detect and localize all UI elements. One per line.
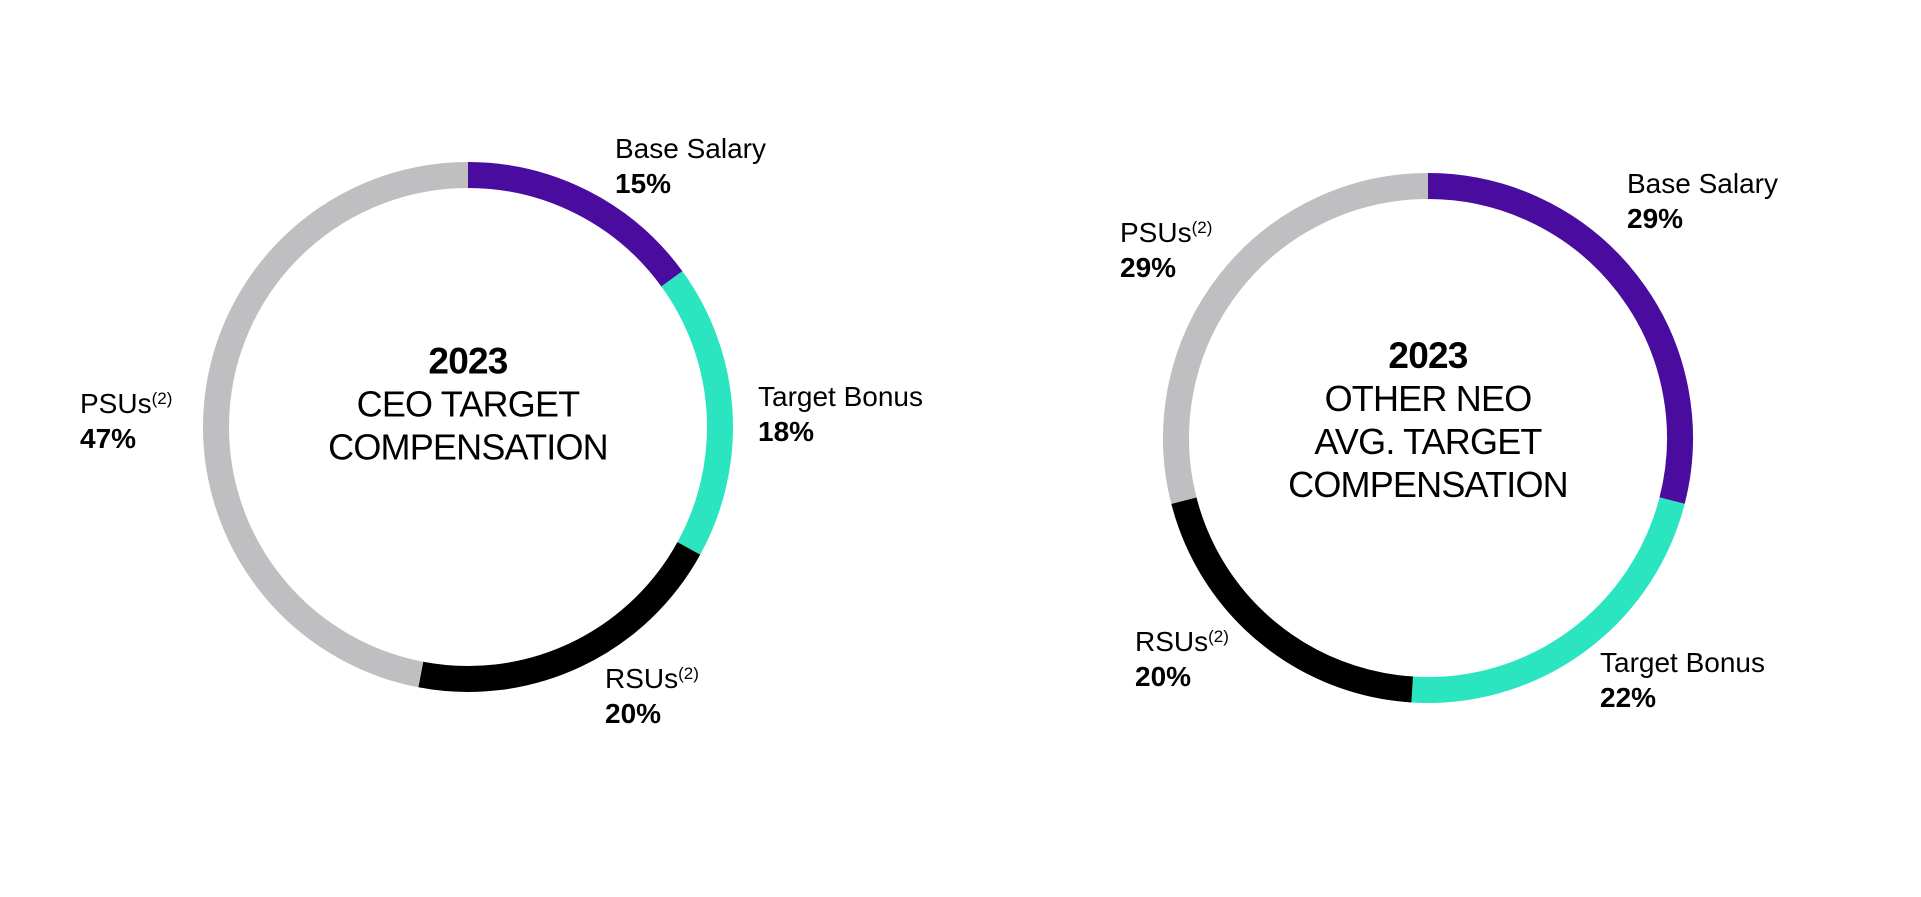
ceo-chart-center-title: 2023 CEO TARGET COMPENSATION [328, 340, 609, 469]
ceo-label-rsus: RSUs(2) 20% [605, 661, 699, 731]
slice-label-name: Base Salary [615, 133, 766, 164]
ceo-label-target-bonus: Target Bonus 18% [758, 379, 923, 449]
donut-segment-psus [1163, 173, 1429, 504]
other-neo-label-target-bonus: Target Bonus 22% [1600, 645, 1765, 715]
donut-segment-rsus [1171, 497, 1414, 703]
slice-label-percent: 15% [615, 168, 672, 199]
ceo-chart-title-line: CEO TARGET [356, 383, 581, 425]
donut-segment-base-salary [1427, 173, 1693, 504]
slice-label-percent: 20% [1135, 661, 1192, 692]
other-neo-chart-title-line: OTHER NEO [1324, 378, 1533, 419]
slice-label-name: RSUs(2) [605, 663, 699, 694]
slice-label-percent: 22% [1600, 682, 1657, 713]
slice-label-percent: 29% [1627, 203, 1684, 234]
ceo-label-base-salary: Base Salary 15% [615, 131, 766, 201]
donut-segment-target-bonus [661, 271, 733, 555]
footnote-marker: (2) [151, 388, 173, 408]
ceo-donut-ring [203, 162, 733, 692]
slice-label-name: PSUs(2) [80, 388, 173, 419]
slice-label-percent: 20% [605, 698, 662, 729]
ceo-chart-year: 2023 [428, 340, 508, 382]
slice-label-percent: 29% [1120, 252, 1177, 283]
donut-segment-psus [203, 162, 469, 688]
donut-segment-base-salary [467, 162, 683, 287]
slice-label-name: Target Bonus [1600, 647, 1765, 678]
slice-label-name: PSUs(2) [1120, 217, 1213, 248]
other-neo-donut-ring [1163, 173, 1693, 703]
other-neo-chart-year: 2023 [1388, 335, 1468, 376]
donut-segment-rsus [418, 542, 701, 692]
other-neo-label-psus: PSUs(2) 29% [1120, 215, 1212, 285]
other-neo-chart-center-title: 2023 OTHER NEO AVG. TARGET COMPENSATION [1288, 334, 1569, 506]
slice-label-percent: 47% [80, 423, 137, 454]
slice-label-percent: 18% [758, 416, 815, 447]
donut-segment-target-bonus [1411, 497, 1685, 703]
slice-label-name: Target Bonus [758, 381, 923, 412]
footnote-marker: (2) [678, 663, 699, 683]
footnote-marker: (2) [1191, 217, 1213, 237]
slice-label-name: RSUs(2) [1135, 626, 1229, 657]
other-neo-label-base-salary: Base Salary 29% [1627, 166, 1778, 236]
ceo-chart-title-line: COMPENSATION [328, 426, 609, 468]
slice-label-name: Base Salary [1627, 168, 1778, 199]
ceo-label-psus: PSUs(2) 47% [80, 386, 172, 456]
other-neo-chart-title-line: AVG. TARGET [1314, 421, 1542, 462]
other-neo-chart-title-line: COMPENSATION [1288, 464, 1569, 505]
other-neo-label-rsus: RSUs(2) 20% [1135, 624, 1229, 694]
footnote-marker: (2) [1208, 626, 1229, 646]
